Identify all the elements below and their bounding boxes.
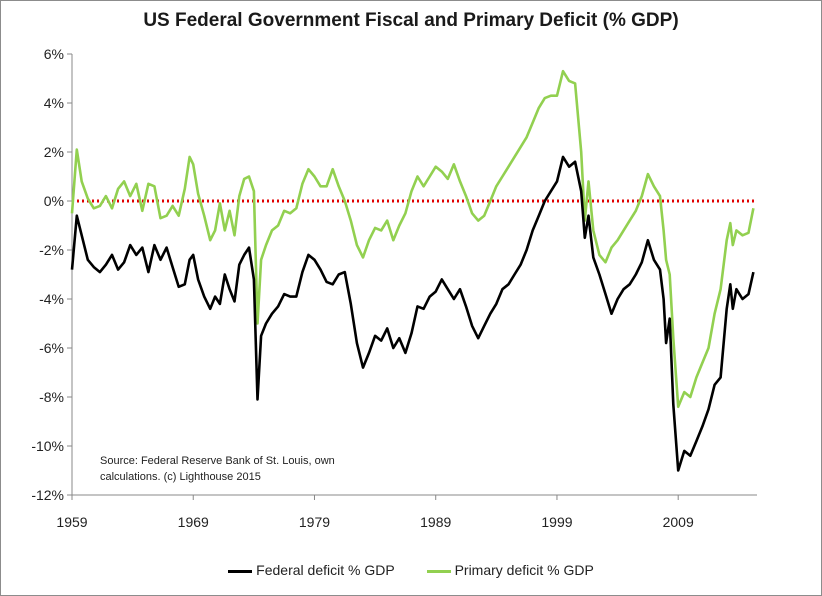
- legend-label-primary: Primary deficit % GDP: [454, 562, 594, 578]
- series-layer: [70, 69, 755, 472]
- y-tick-label: -8%: [39, 389, 64, 405]
- y-tick-label: -12%: [31, 487, 64, 503]
- legend: Federal deficit % GDP Primary deficit % …: [0, 562, 822, 578]
- x-tick-label: 1989: [420, 514, 451, 530]
- y-tick-label: -4%: [39, 291, 64, 307]
- y-tick-label: -2%: [39, 242, 64, 258]
- x-axis-ticks: 1959 1969 1979 1989 1999 2009: [56, 495, 694, 530]
- axes: [71, 54, 757, 496]
- x-tick-label: 1979: [299, 514, 330, 530]
- legend-entry-primary: Primary deficit % GDP: [426, 562, 594, 578]
- x-tick-label: 2009: [663, 514, 694, 530]
- y-tick-label: 6%: [44, 46, 64, 62]
- x-tick-label: 1959: [56, 514, 87, 530]
- source-note: Source: Federal Reserve Bank of St. Loui…: [100, 455, 335, 483]
- primary-deficit-line: [70, 69, 755, 409]
- y-tick-label: -10%: [31, 438, 64, 454]
- legend-entry-federal: Federal deficit % GDP: [228, 562, 395, 578]
- y-tick-label: 4%: [44, 95, 64, 111]
- federal-deficit-line: [70, 155, 755, 472]
- y-tick-label: -6%: [39, 340, 64, 356]
- x-tick-label: 1969: [178, 514, 209, 530]
- legend-swatch-federal: [228, 569, 253, 573]
- legend-swatch-primary: [426, 569, 451, 573]
- x-tick-label: 1999: [541, 514, 572, 530]
- y-tick-label: 0%: [44, 193, 64, 209]
- y-tick-label: 2%: [44, 144, 64, 160]
- legend-label-federal: Federal deficit % GDP: [256, 562, 395, 578]
- chart-title: US Federal Government Fiscal and Primary…: [143, 10, 679, 31]
- y-axis-ticks: 6% 4% 2% 0% -2% -4% -6% -8% -10% -12%: [31, 46, 72, 503]
